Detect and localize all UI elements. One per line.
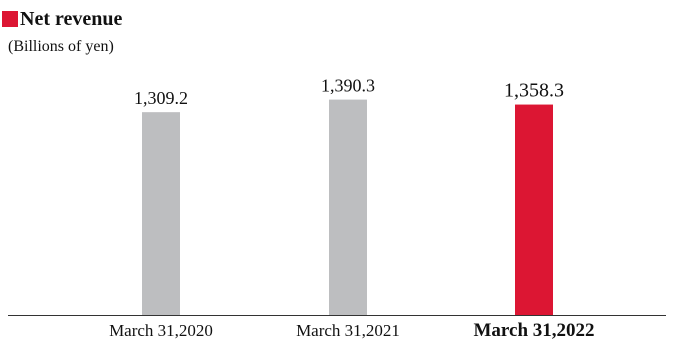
bar-1 <box>142 112 180 315</box>
x-tick-label-1: March 31,2020 <box>109 321 213 340</box>
bar-value-label-2: 1,390.3 <box>321 76 375 96</box>
x-tick-label-3: March 31,2022 <box>473 320 594 340</box>
unit-label: (Billions of yen) <box>8 38 114 55</box>
chart-title-row: Net revenue <box>2 8 122 30</box>
bar-3 <box>515 104 553 315</box>
x-tick-label-2: March 31,2021 <box>296 321 400 340</box>
bar-2 <box>329 99 367 315</box>
bar-value-label-1: 1,309.2 <box>134 88 188 108</box>
title-marker-square <box>2 11 18 27</box>
bar-value-label-3: 1,358.3 <box>504 80 564 102</box>
chart-title: Net revenue <box>20 8 123 30</box>
